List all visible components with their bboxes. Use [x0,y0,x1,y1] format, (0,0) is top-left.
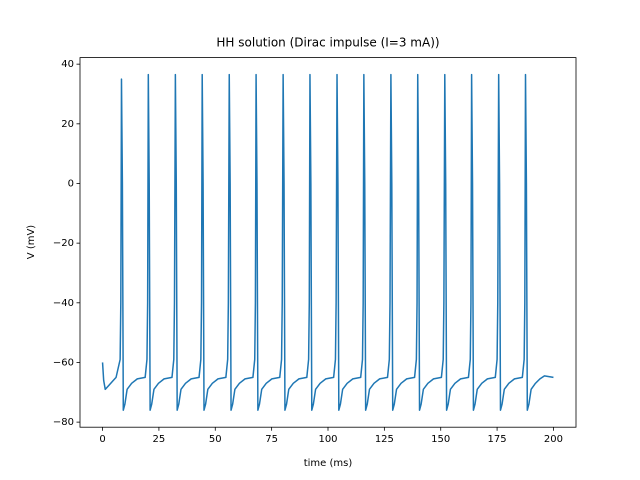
x-tick-label: 25 [153,434,166,445]
x-axis-label: time (ms) [304,458,353,469]
chart-title: HH solution (Dirac impulse (I=3 mA)) [216,36,439,50]
line-series [101,73,554,411]
x-tick-label: 125 [375,434,394,445]
x-tick-label: 0 [99,434,105,445]
y-tick-label: −40 [53,298,74,309]
y-tick-label: −80 [53,417,74,428]
x-tick-label: 150 [431,434,450,445]
y-tick-label: 40 [61,59,74,70]
y-tick-label: −60 [53,357,74,368]
y-tick-label: 0 [68,178,74,189]
x-tick-label: 75 [265,434,278,445]
plot-frame [79,57,577,428]
x-tick-label: 175 [488,434,507,445]
x-tick-label: 50 [209,434,222,445]
y-axis-label: V (mV) [26,225,37,260]
y-tick-label: 20 [61,119,74,130]
x-tick-label: 100 [318,434,337,445]
y-tick-label: −20 [53,238,74,249]
x-tick-label: 200 [544,434,563,445]
